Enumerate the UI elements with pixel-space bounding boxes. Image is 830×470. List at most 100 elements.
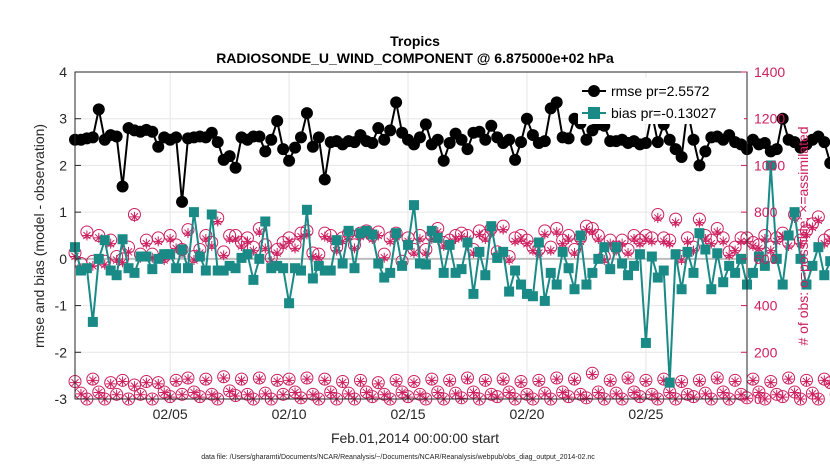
obs-assimilated-point	[712, 226, 723, 237]
rmse-point	[562, 132, 575, 145]
rmse-point	[550, 96, 563, 109]
obs-assimilated-point	[385, 236, 396, 247]
obs-assimilated-point	[551, 374, 562, 385]
bias-point	[236, 252, 247, 263]
bias-point	[153, 253, 164, 264]
bias-point	[474, 246, 485, 257]
rmse-point	[699, 145, 712, 158]
obs-assimilated-point	[200, 234, 211, 245]
bias-point	[545, 267, 556, 278]
obs-assimilated-point	[521, 238, 532, 249]
bias-point	[486, 221, 497, 232]
obs-assimilated-point	[117, 376, 128, 387]
bias-point	[242, 249, 253, 260]
obs-assimilated-point	[141, 377, 152, 388]
obs-assimilated-point	[563, 234, 574, 245]
bias-point	[753, 251, 764, 262]
x-axis-ticks: 02/05 02/10 02/15 02/20 02/25	[153, 393, 664, 422]
bias-point	[599, 242, 610, 253]
bias-point	[569, 284, 580, 295]
obs-assimilated-point	[450, 388, 461, 399]
y-axis-left-label: rmse and bias (model - observation)	[31, 124, 47, 348]
obs-assimilated-point	[658, 236, 669, 247]
obs-assimilated-point	[759, 234, 770, 245]
obs-assimilated-point	[123, 246, 134, 257]
obs-assimilated-point	[700, 388, 711, 399]
rmse-point	[776, 112, 789, 125]
obs-assimilated-point	[278, 241, 289, 252]
obs-assimilated-point	[819, 375, 830, 386]
obs-assimilated-point	[670, 217, 681, 228]
legend-rmse-marker	[588, 85, 600, 97]
bias-point	[426, 225, 437, 236]
obs-assimilated-point	[284, 236, 295, 247]
obs-assimilated-point	[182, 374, 193, 385]
obs-assimilated-point	[408, 248, 419, 259]
obs-assimilated-point	[533, 376, 544, 387]
obs-assimilated-point	[718, 387, 729, 398]
bias-point	[171, 263, 182, 274]
rmse-point	[824, 157, 830, 170]
plot-area: -3 -2 -1 0 1 2 3 4 0 200 400 600 800 1000 1200 1400 02…	[55, 64, 830, 422]
obs-assimilated-point	[426, 375, 437, 386]
bias-point	[724, 260, 735, 271]
bias-point	[99, 235, 110, 246]
obs-assimilated-point	[224, 386, 235, 397]
obs-assimilated-point	[367, 392, 378, 403]
obs-assimilated-point	[736, 236, 747, 247]
obs-assimilated-point	[706, 238, 717, 249]
bias-point	[510, 265, 521, 276]
rmse-point	[86, 131, 99, 144]
rmse-point	[663, 133, 676, 146]
obs-assimilated-point	[724, 250, 735, 261]
obs-assimilated-point	[111, 255, 122, 266]
bias-point	[432, 232, 443, 243]
obs-assimilated-point	[504, 255, 515, 266]
obs-assimilated-point	[533, 248, 544, 259]
obs-assimilated-point	[242, 236, 253, 247]
bias-point	[212, 265, 223, 276]
obs-assimilated-point	[414, 234, 425, 245]
y-right-tick-label: 1400	[754, 64, 785, 80]
rmse-point	[229, 161, 242, 174]
obs-assimilated-point	[551, 226, 562, 237]
obs-assimilated-point	[295, 231, 306, 242]
obs-assimilated-point	[736, 389, 747, 400]
obs-assimilated-point	[307, 251, 318, 262]
obs-assimilated-point	[177, 389, 188, 400]
rmse-point	[651, 136, 664, 149]
bias-point	[480, 270, 491, 281]
rmse-point	[431, 133, 444, 146]
bias-point	[230, 263, 241, 274]
obs-assimilated-point	[617, 238, 628, 249]
obs-assimilated-point	[194, 392, 205, 403]
bias-point	[700, 244, 711, 255]
rmse-point	[116, 180, 129, 193]
obs-assimilated-point	[753, 243, 764, 254]
obs-assimilated-point	[539, 229, 550, 240]
rmse-point	[639, 137, 652, 150]
obs-assimilated-point	[331, 245, 342, 256]
obs-assimilated-point	[462, 374, 473, 385]
bias-point	[611, 242, 622, 253]
bias-point	[397, 260, 408, 271]
bias-point	[468, 288, 479, 299]
rmse-point	[294, 131, 307, 144]
obs-assimilated-point	[765, 245, 776, 256]
bias-point	[623, 270, 634, 281]
bias-point	[498, 246, 509, 257]
obs-assimilated-point	[753, 387, 764, 398]
obs-assimilated-point	[747, 241, 758, 252]
obs-assimilated-point	[301, 374, 312, 385]
legend-bias-marker	[588, 107, 600, 119]
bias-point	[563, 263, 574, 274]
bias-point	[492, 252, 503, 263]
obs-assimilated-point	[420, 248, 431, 259]
bias-point	[248, 274, 259, 285]
obs-assimilated-point	[480, 234, 491, 245]
bias-point	[349, 263, 360, 274]
obs-assimilated-point	[337, 377, 348, 388]
obs-assimilated-point	[593, 387, 604, 398]
obs-assimilated-point	[129, 211, 140, 222]
